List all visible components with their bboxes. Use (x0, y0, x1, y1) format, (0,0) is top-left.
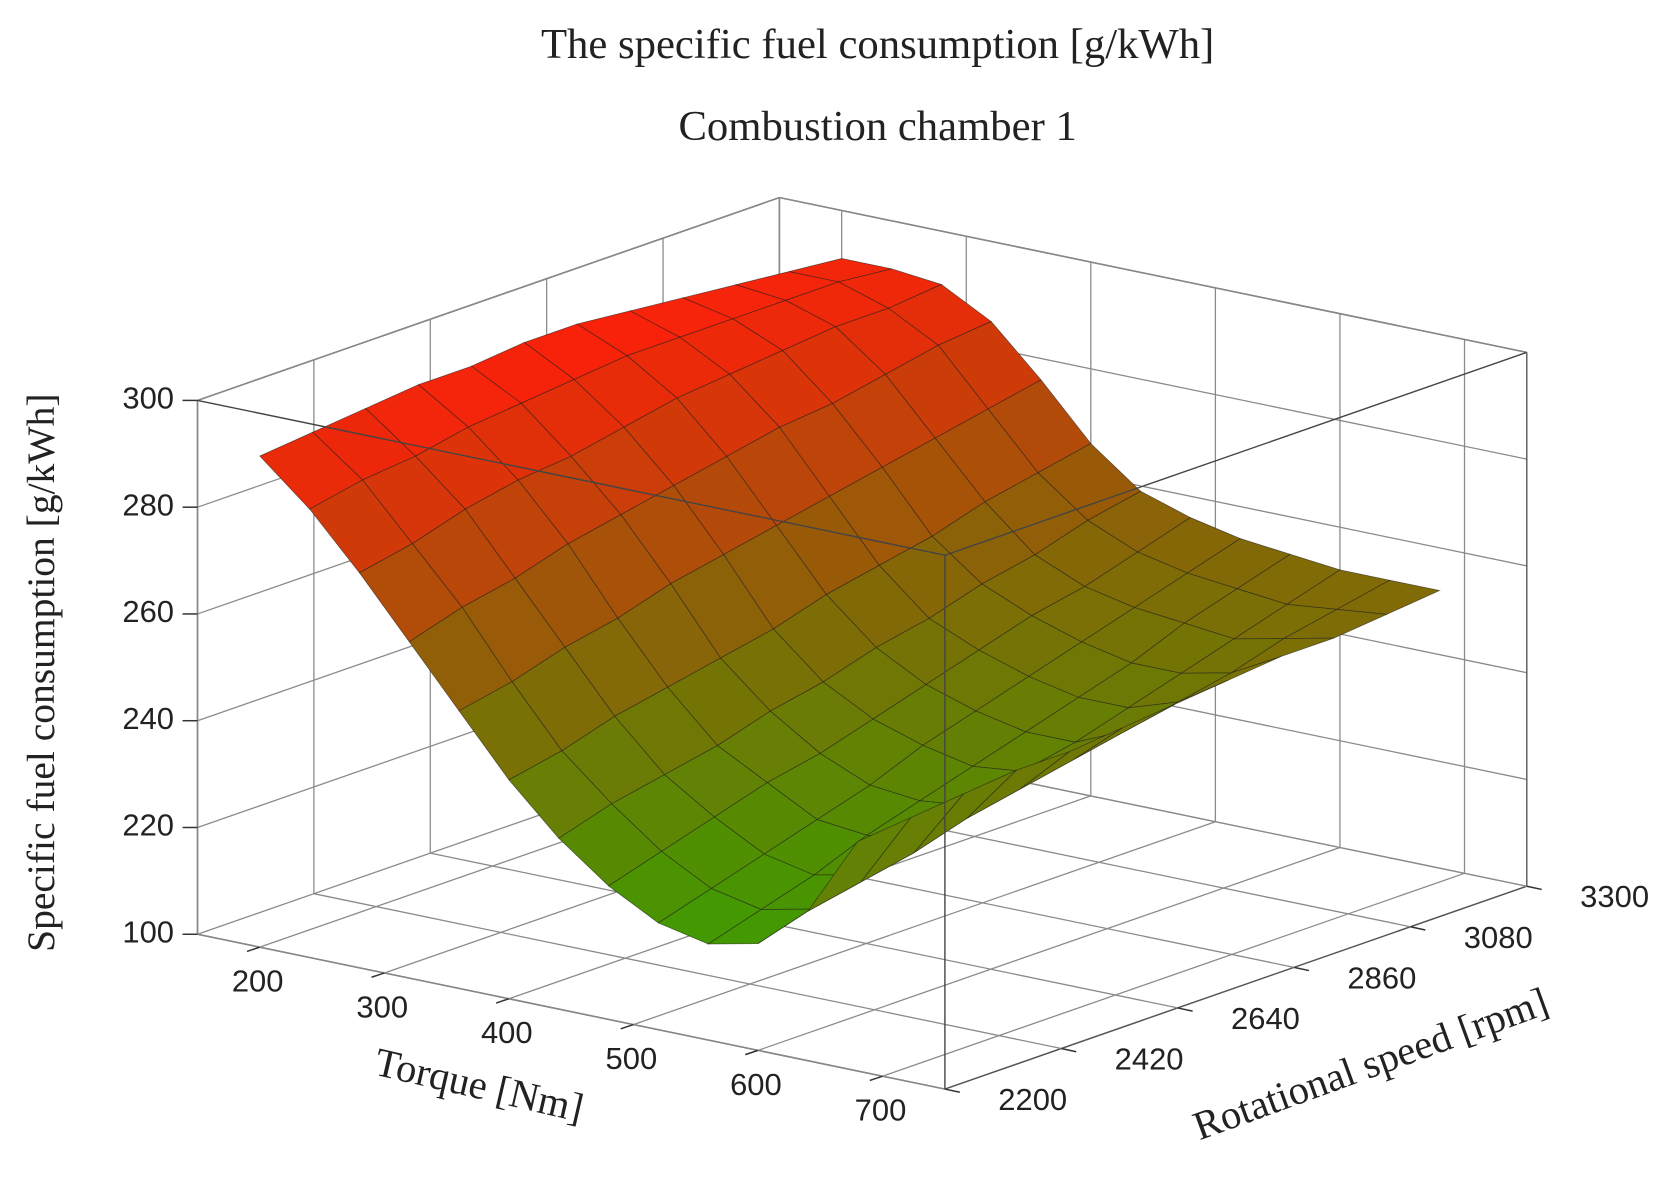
z-tick-label: 100 (122, 914, 174, 949)
z-tick-label: 300 (122, 381, 174, 416)
x-tick-label: 600 (730, 1067, 782, 1102)
y-tick (1061, 1047, 1077, 1053)
grid-line (313, 893, 1062, 1050)
z-tick-label: 260 (122, 594, 174, 629)
x-tick-label: 500 (606, 1041, 658, 1076)
x-tick-label: 400 (481, 1015, 533, 1050)
grid-line (430, 852, 1178, 1009)
y-tick (1177, 1007, 1193, 1012)
x-tick-label: 300 (356, 989, 408, 1024)
x-tick-label: 200 (232, 964, 284, 999)
y-tick-label: 2420 (1115, 1041, 1184, 1076)
x-tick (745, 1049, 759, 1056)
z-tick-label: 240 (122, 701, 174, 736)
y-tick (1410, 926, 1426, 931)
z-axis-label: Specific fuel consumption [g/kWh] (19, 394, 63, 952)
chart-title: The specific fuel consumption [g/kWh] (541, 21, 1214, 68)
grid-line (757, 846, 1341, 1051)
grid-line (197, 933, 946, 1090)
y-tick (1293, 966, 1310, 972)
box-edge (944, 351, 1528, 556)
z-tick-label: 280 (122, 487, 174, 522)
box-edge (944, 885, 1528, 1090)
grid-line (779, 196, 1527, 353)
x-axis-label: Torque [Nm] (371, 1039, 588, 1131)
z-tick-label: 220 (122, 808, 174, 843)
box-edge (197, 399, 946, 556)
grid-line (197, 196, 780, 402)
grid-line (882, 872, 1465, 1077)
y-tick-label: 3300 (1580, 879, 1649, 914)
y-tick-label: 2640 (1231, 1001, 1300, 1036)
y-tick (944, 1088, 961, 1094)
y-tick-label: 3080 (1464, 920, 1533, 955)
x-tick-label: 700 (855, 1093, 907, 1128)
surface-cell (807, 817, 911, 912)
y-tick-label: 2860 (1347, 960, 1416, 995)
y-tick (1526, 885, 1542, 891)
y-tick-label: 2200 (998, 1082, 1067, 1117)
x-tick (620, 1023, 634, 1030)
chart-subtitle: Combustion chamber 1 (678, 103, 1076, 150)
x-tick (869, 1075, 883, 1082)
grid-line (633, 821, 1216, 1026)
x-tick (246, 946, 261, 953)
x-tick (495, 998, 510, 1004)
x-tick (371, 972, 385, 978)
